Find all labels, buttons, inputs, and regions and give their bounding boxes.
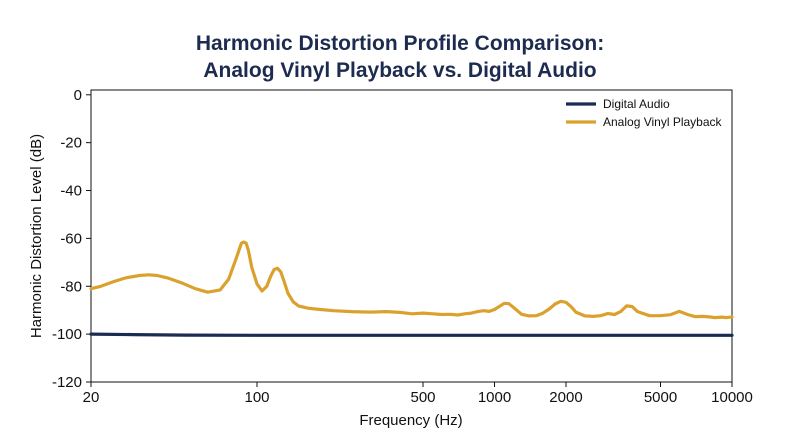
- y-tick-label: -60: [60, 230, 82, 247]
- series-line-analog-vinyl-playback: [89, 240, 734, 320]
- y-axis: 0 -20 -40 -60 -80 -100 -120: [52, 87, 91, 391]
- x-tick-label: 10000: [711, 389, 753, 406]
- x-tick-label: 500: [410, 389, 435, 406]
- x-axis-label: Frequency (Hz): [359, 412, 462, 429]
- plot-area-frame: [90, 89, 733, 383]
- x-tick-label: 5000: [644, 389, 677, 406]
- chart-title-block: Harmonic Distortion Profile Comparison: …: [0, 30, 800, 84]
- y-tick-label: -80: [60, 278, 82, 295]
- series-line-digital-audio: [89, 332, 734, 337]
- y-tick-label: -100: [52, 326, 82, 343]
- y-tick-label: -20: [60, 135, 82, 152]
- chart-subtitle: Analog Vinyl Playback vs. Digital Audio: [203, 59, 597, 82]
- x-tick-label: 1000: [478, 389, 511, 406]
- x-axis: 20 100 500 1000 2000 5000 10000: [83, 382, 753, 406]
- y-axis-label: Harmonic Distortion Level (dB): [28, 134, 45, 338]
- x-tick-label: 20: [83, 389, 100, 406]
- series-layer: [89, 240, 734, 337]
- x-tick-label: 100: [244, 389, 269, 406]
- chart-title: Harmonic Distortion Profile Comparison:: [195, 32, 605, 55]
- legend-label-analog-vinyl-playback: Analog Vinyl Playback: [603, 115, 723, 129]
- y-tick-label: 0: [74, 87, 82, 104]
- legend-label-digital-audio: Digital Audio: [603, 97, 670, 111]
- legend: Digital Audio Analog Vinyl Playback: [566, 97, 723, 129]
- y-tick-label: -40: [60, 183, 82, 200]
- x-tick-label: 2000: [549, 389, 582, 406]
- y-tick-label: -120: [52, 374, 82, 391]
